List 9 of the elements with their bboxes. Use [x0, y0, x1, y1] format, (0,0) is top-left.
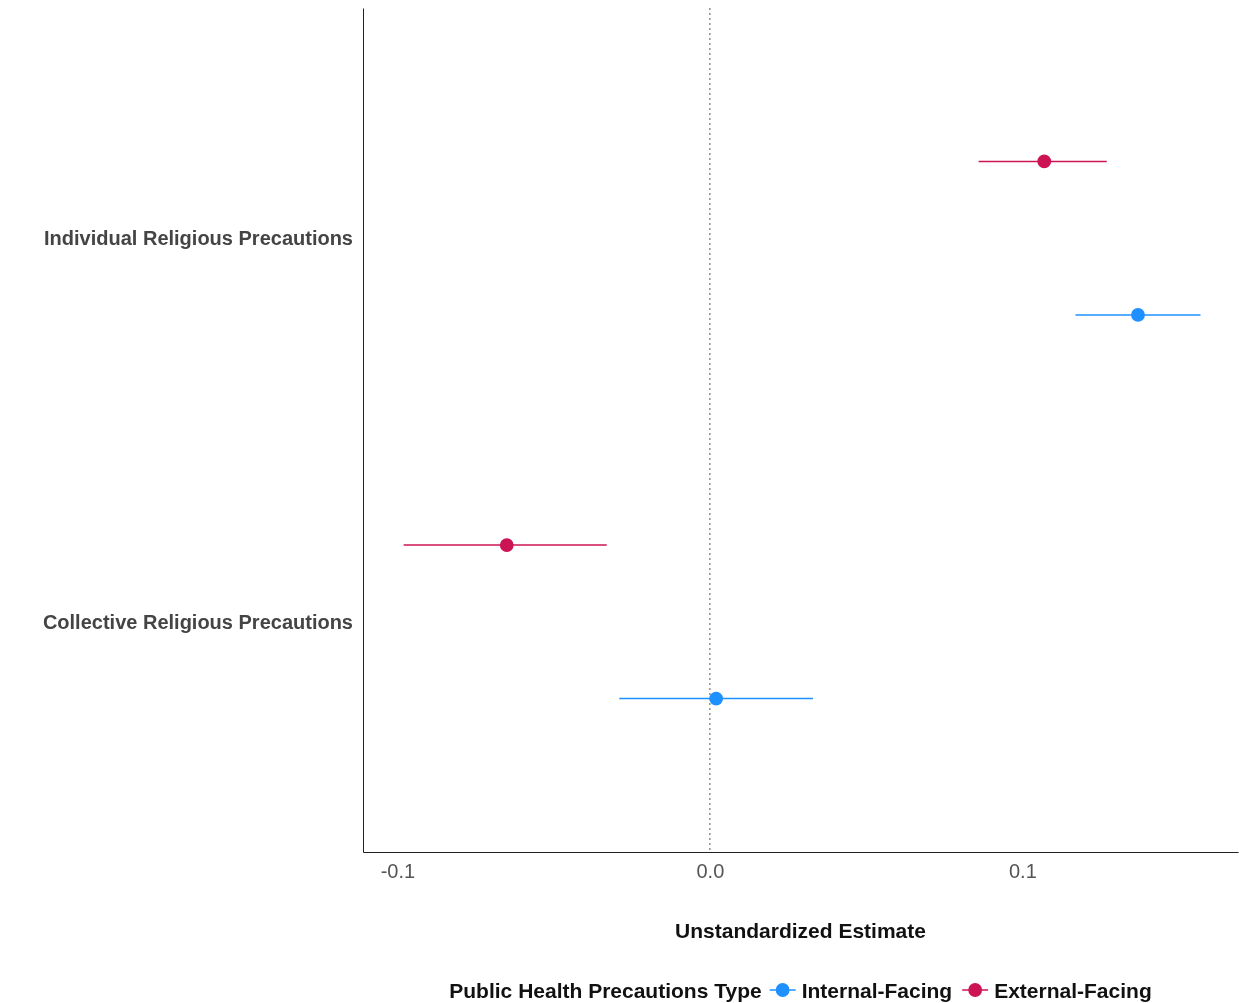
x-tick-label: 0.0: [696, 860, 725, 883]
x-tick-label: -0.1: [380, 860, 416, 883]
x-tick-label: 0.1: [1008, 860, 1037, 883]
x-axis-title: Unstandardized Estimate: [675, 919, 926, 942]
legend-label: Internal-Facing: [801, 979, 953, 1002]
legend-label: External-Facing: [994, 979, 1152, 1002]
legend-title: Public Health Precautions Type: [449, 979, 762, 1002]
y-tick-label: Individual Religious Precautions: [44, 227, 353, 250]
y-tick-label: Collective Religious Precautions: [42, 610, 353, 633]
